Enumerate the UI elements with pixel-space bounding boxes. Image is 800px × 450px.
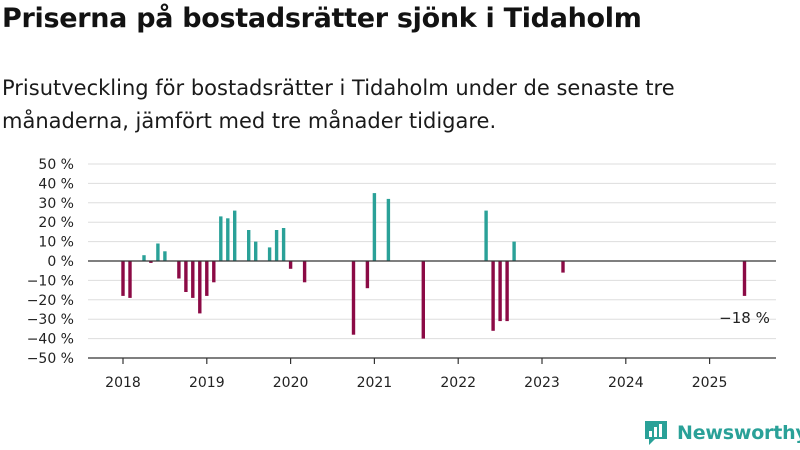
bar bbox=[302, 261, 307, 283]
bar bbox=[386, 198, 391, 261]
bar bbox=[128, 261, 132, 298]
chart-title: Priserna på bostadsrätter sjönk i Tidaho… bbox=[2, 3, 642, 34]
y-tick-label: 20 % bbox=[38, 215, 74, 231]
bar bbox=[505, 261, 509, 322]
y-tick-label: −30 % bbox=[27, 312, 74, 328]
bar bbox=[191, 261, 195, 298]
bar bbox=[498, 261, 502, 322]
y-tick-label: −40 % bbox=[27, 332, 74, 348]
y-tick-label: −50 % bbox=[27, 351, 74, 367]
x-tick-label: 2018 bbox=[105, 375, 141, 391]
bar bbox=[267, 247, 272, 261]
bar bbox=[254, 241, 258, 261]
bar bbox=[484, 210, 488, 261]
y-tick-label: −20 % bbox=[27, 293, 74, 309]
x-tick-label: 2024 bbox=[608, 375, 644, 391]
bar bbox=[226, 218, 230, 261]
x-tick-label: 2020 bbox=[273, 375, 309, 391]
bar bbox=[281, 228, 286, 261]
brand-name: Newsworthy bbox=[677, 422, 800, 444]
bar bbox=[274, 230, 279, 261]
bar bbox=[177, 261, 181, 279]
x-tick-label: 2022 bbox=[440, 375, 476, 391]
bar bbox=[205, 261, 209, 296]
x-tick-label: 2019 bbox=[189, 375, 225, 391]
y-tick-label: 40 % bbox=[38, 176, 74, 192]
bar bbox=[142, 255, 146, 261]
y-tick-label: 30 % bbox=[38, 196, 74, 212]
bar bbox=[288, 261, 293, 269]
y-tick-label: 0 % bbox=[47, 254, 74, 270]
x-tick-label: 2025 bbox=[692, 375, 728, 391]
y-tick-label: 50 % bbox=[38, 157, 74, 173]
bar bbox=[212, 261, 216, 283]
bar bbox=[163, 251, 167, 261]
chart-subtitle: Prisutveckling för bostadsrätter i Tidah… bbox=[2, 76, 675, 133]
bar bbox=[156, 243, 160, 261]
x-tick-label: 2023 bbox=[524, 375, 560, 391]
newsworthy-logo-icon bbox=[645, 421, 667, 445]
brand: Newsworthy bbox=[643, 418, 800, 448]
bar bbox=[233, 210, 237, 261]
bar bbox=[372, 193, 377, 261]
y-tick-label: 10 % bbox=[38, 235, 74, 251]
bar bbox=[512, 241, 516, 261]
bar bbox=[149, 261, 153, 263]
bar bbox=[421, 261, 425, 339]
bar bbox=[351, 261, 356, 335]
x-tick-label: 2021 bbox=[357, 375, 393, 391]
bar bbox=[742, 261, 747, 296]
bar bbox=[561, 261, 565, 273]
bar bbox=[198, 261, 202, 314]
bar bbox=[219, 216, 223, 261]
bar bbox=[184, 261, 188, 292]
bar bbox=[491, 261, 495, 331]
y-tick-label: −10 % bbox=[27, 273, 74, 289]
bar bbox=[247, 230, 251, 261]
bar bbox=[121, 261, 125, 296]
data-label: −18 % bbox=[719, 309, 770, 327]
bar bbox=[365, 261, 370, 289]
